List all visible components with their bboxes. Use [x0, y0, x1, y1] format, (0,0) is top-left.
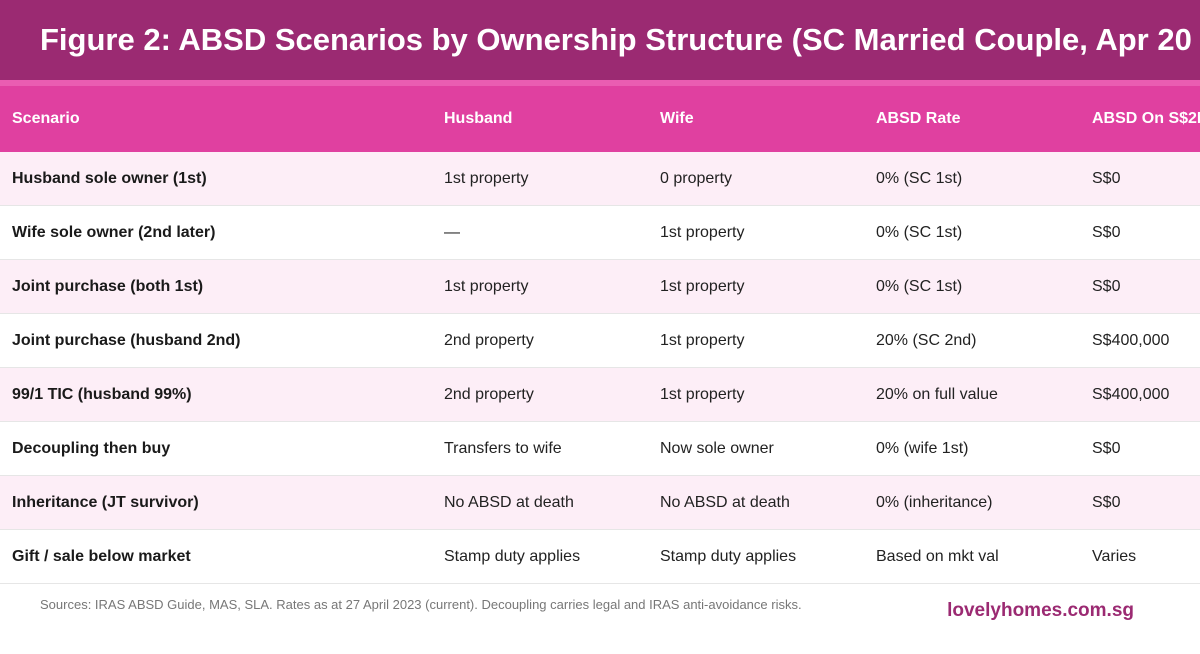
- table-cell: Based on mkt val: [876, 548, 999, 565]
- column-header: Scenario: [12, 110, 80, 127]
- table-cell: 1st property: [660, 332, 745, 349]
- table-cell: Stamp duty applies: [444, 548, 581, 565]
- table-cell: 1st property: [660, 224, 745, 241]
- column-header: Wife: [660, 110, 694, 127]
- table-row: 99/1 TIC (husband 99%) 2nd property 1st pr…: [0, 368, 1200, 422]
- table-cell: Joint purchase (both 1st): [12, 278, 204, 295]
- table-cell: 0% (SC 1st): [876, 170, 963, 187]
- table-cell: 0% (SC 1st): [876, 278, 963, 295]
- table-cell: 2nd property: [444, 332, 534, 349]
- table-cell: 0 property: [660, 170, 733, 187]
- table-cell: 1st property: [444, 170, 529, 187]
- table-cell: 0% (inheritance): [876, 494, 993, 511]
- table-cell: S$0: [1092, 278, 1121, 295]
- table-cell: Inheritance (JT survivor): [12, 494, 199, 511]
- table-cell: 99/1 TIC (husband 99%): [12, 386, 192, 403]
- table-cell: Stamp duty applies: [660, 548, 797, 565]
- table-cell: 0% (SC 1st): [876, 224, 963, 241]
- table-row: Inheritance (JT survivor) No ABSD at deat…: [0, 476, 1200, 530]
- table-cell: Transfers to wife: [444, 440, 562, 457]
- table-row: Husband sole owner (1st) 1st property 0 pr…: [0, 152, 1200, 206]
- table-cell: 20% on full value: [876, 386, 998, 403]
- table-cell: 1st property: [660, 278, 745, 295]
- table-row: Joint purchase (both 1st) 1st property 1st…: [0, 260, 1200, 314]
- table-row: Wife sole owner (2nd later) — 1st property…: [0, 206, 1200, 260]
- table-row: Decoupling then buy Transfers to wife Now …: [0, 422, 1200, 476]
- table-cell: Gift / sale below market: [12, 548, 191, 565]
- table-cell: Decoupling then buy: [12, 440, 171, 457]
- brand: lovelyhomes.com.sg: [947, 600, 1134, 621]
- table-cell: 20% (SC 2nd): [876, 332, 977, 349]
- column-header: Husband: [444, 110, 513, 127]
- table-cell: Now sole owner: [660, 440, 774, 457]
- table-cell: 1st property: [444, 278, 529, 295]
- table-cell: S$0: [1092, 170, 1121, 187]
- table-cell: S$0: [1092, 224, 1121, 241]
- table-cell: Varies: [1092, 548, 1137, 565]
- title-bar: Figure 2: ABSD Scenarios by Ownership St…: [0, 0, 1200, 86]
- column-header: ABSD Rate: [876, 110, 961, 127]
- table-cell: No ABSD at death: [444, 494, 574, 511]
- table-cell: Joint purchase (husband 2nd): [12, 332, 241, 349]
- source-note: Sources: IRAS ABSD Guide, MAS, SLA. Rate…: [40, 597, 802, 612]
- table-row: Joint purchase (husband 2nd) 2nd property…: [0, 314, 1200, 368]
- table-cell: S$400,000: [1092, 332, 1170, 349]
- title: Figure 2: ABSD Scenarios by Ownership St…: [40, 22, 1192, 57]
- table-cell: S$0: [1092, 494, 1121, 511]
- table-cell: Wife sole owner (2nd later): [12, 224, 216, 241]
- table-cell: 1st property: [660, 386, 745, 403]
- table-cell: 0% (wife 1st): [876, 440, 969, 457]
- column-header: ABSD On S$2M: [1092, 110, 1200, 127]
- table-cell: —: [444, 224, 460, 241]
- header-row: Scenario Husband Wife ABSD Rate ABSD On S$2M: [0, 86, 1200, 152]
- table-cell: No ABSD at death: [660, 494, 790, 511]
- table-cell: 2nd property: [444, 386, 534, 403]
- table-cell: S$0: [1092, 440, 1121, 457]
- table-cell: S$400,000: [1092, 386, 1170, 403]
- table-cell: Husband sole owner (1st): [12, 170, 207, 187]
- table-row: Gift / sale below market Stamp duty appli…: [0, 530, 1200, 584]
